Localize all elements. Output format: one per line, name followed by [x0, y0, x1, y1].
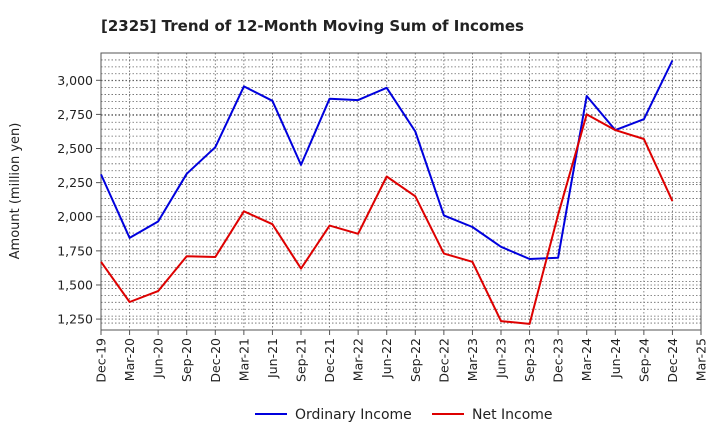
x-tick-label: Sep-24 — [636, 338, 651, 382]
x-tick-label: Dec-21 — [322, 338, 337, 383]
x-tick-label: Mar-21 — [236, 338, 251, 381]
y-tick-label: 1,250 — [57, 312, 93, 327]
y-tick-label: 2,750 — [57, 107, 93, 122]
legend-label: Net Income — [472, 407, 553, 423]
x-tick-label: Jun-24 — [608, 338, 623, 379]
x-tick-label: Dec-19 — [94, 338, 109, 383]
series-layer — [100, 60, 674, 325]
x-tick-label: Mar-25 — [694, 338, 709, 381]
x-tick-label: Sep-23 — [522, 338, 537, 382]
y-tick-label: 3,000 — [57, 73, 93, 88]
legend: Ordinary Income Net Income — [255, 407, 553, 423]
x-tick-label: Mar-24 — [579, 338, 594, 381]
x-tick-label: Mar-20 — [122, 338, 137, 381]
y-tick-label: 2,500 — [57, 141, 93, 156]
x-tick-label: Jun-21 — [265, 338, 280, 379]
y-tick-label: 2,000 — [57, 209, 93, 224]
grid — [100, 53, 702, 330]
x-axis: Dec-19 Mar-20 Jun-20 Sep-20 Dec-20 Mar-21 Jun-… — [94, 330, 709, 383]
x-tick-label: Sep-21 — [294, 338, 309, 382]
x-tick-label: Dec-24 — [665, 338, 680, 383]
x-tick-label: Sep-22 — [408, 338, 423, 382]
x-tick-label: Mar-23 — [465, 338, 480, 381]
x-tick-label: Dec-22 — [436, 338, 451, 383]
x-tick-label: Dec-20 — [208, 338, 223, 383]
y-tick-label: 1,500 — [57, 277, 93, 292]
chart-title: [2325] Trend of 12-Month Moving Sum of I… — [101, 17, 524, 35]
x-tick-label: Jun-22 — [379, 338, 394, 379]
x-tick-label: Jun-23 — [494, 338, 509, 379]
y-axis-label: Amount (million yen) — [8, 123, 23, 260]
y-tick-label: 2,250 — [57, 175, 93, 190]
y-tick-label: 1,750 — [57, 243, 93, 258]
y-axis: 1,250 1,500 1,750 2,000 2,250 2,500 2,750 3,000 — [57, 73, 101, 327]
series-line-net-income — [100, 113, 674, 325]
x-tick-label: Sep-20 — [179, 338, 194, 382]
plot-frame — [100, 52, 702, 331]
x-tick-label: Jun-20 — [151, 338, 166, 379]
legend-label: Ordinary Income — [295, 407, 412, 423]
x-tick-label: Dec-23 — [551, 338, 566, 383]
x-tick-label: Mar-22 — [351, 338, 366, 381]
